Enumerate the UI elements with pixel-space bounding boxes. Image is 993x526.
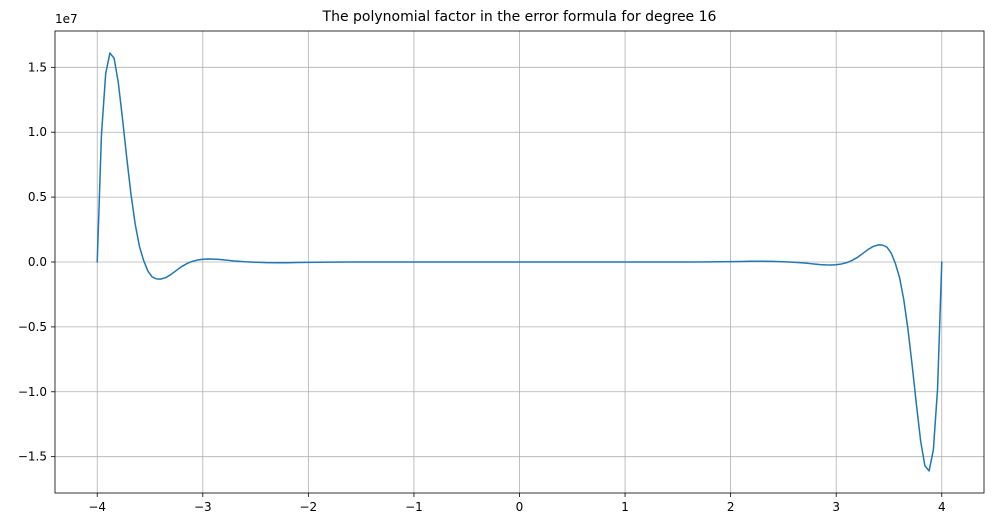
x-tick-label: −2 — [300, 500, 318, 514]
x-tick-label: −4 — [88, 500, 106, 514]
y-axis: −1.5 −1.0 −0.5 0.0 0.5 1.0 1.5 — [18, 60, 55, 464]
x-tick-label: −1 — [405, 500, 423, 514]
plot-area — [96, 52, 943, 472]
y-tick-label: 0.0 — [28, 255, 47, 269]
x-tick-label: −3 — [194, 500, 212, 514]
x-axis: −4 −3 −2 −1 0 1 2 3 4 — [88, 493, 946, 514]
y-tick-label: −1.5 — [18, 450, 47, 464]
series-line — [96, 52, 943, 472]
y-tick-label: −0.5 — [18, 320, 47, 334]
y-tick-label: −1.0 — [18, 385, 47, 399]
grid — [55, 31, 984, 493]
x-tick-label: 3 — [832, 500, 840, 514]
x-tick-label: 2 — [727, 500, 735, 514]
y-tick-label: 1.5 — [28, 60, 47, 74]
x-tick-label: 1 — [621, 500, 629, 514]
y-tick-label: 1.0 — [28, 125, 47, 139]
chart-title: The polynomial factor in the error formu… — [322, 9, 717, 25]
y-axis-offset-label: 1e7 — [55, 12, 78, 26]
x-tick-label: 0 — [516, 500, 524, 514]
y-tick-label: 0.5 — [28, 190, 47, 204]
x-tick-label: 4 — [938, 500, 946, 514]
